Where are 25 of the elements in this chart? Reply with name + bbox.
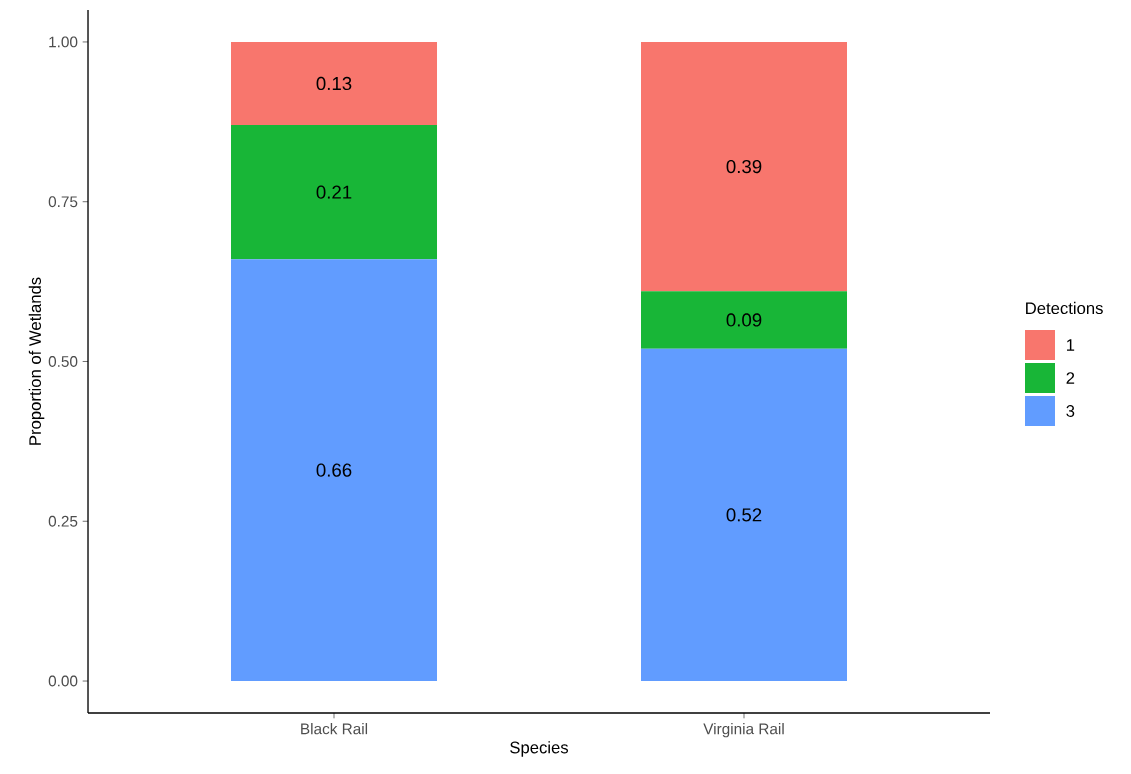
y-axis-title: Proportion of Wetlands <box>28 277 45 445</box>
legend-label: 1 <box>1066 339 1075 351</box>
data-label: 0.09 <box>726 313 762 327</box>
x-axis-title: Species <box>510 741 569 757</box>
data-label: 0.39 <box>726 159 762 174</box>
bar <box>641 41 847 292</box>
y-tick-label: 0.25 <box>48 515 78 527</box>
x-tick-label: Virginia Rail <box>703 723 784 738</box>
data-label: 0.52 <box>726 508 762 522</box>
bar <box>641 348 847 682</box>
x-tick-label: Black Rail <box>301 723 368 735</box>
legend-title: Detections <box>1026 301 1103 315</box>
bar <box>231 125 438 260</box>
bar <box>641 291 847 349</box>
bar <box>231 41 438 126</box>
y-tick-label: 0.50 <box>48 356 78 367</box>
data-label: 0.21 <box>316 185 352 199</box>
legend-label: 3 <box>1066 405 1075 417</box>
data-label: 0.66 <box>316 463 352 477</box>
y-tick-label: 1.00 <box>49 36 78 48</box>
data-label: 0.13 <box>316 76 352 91</box>
bar <box>231 259 438 682</box>
legend-label: 2 <box>1066 372 1075 384</box>
y-tick-label: 0.00 <box>48 675 78 687</box>
y-tick-label: 0.75 <box>48 196 78 208</box>
